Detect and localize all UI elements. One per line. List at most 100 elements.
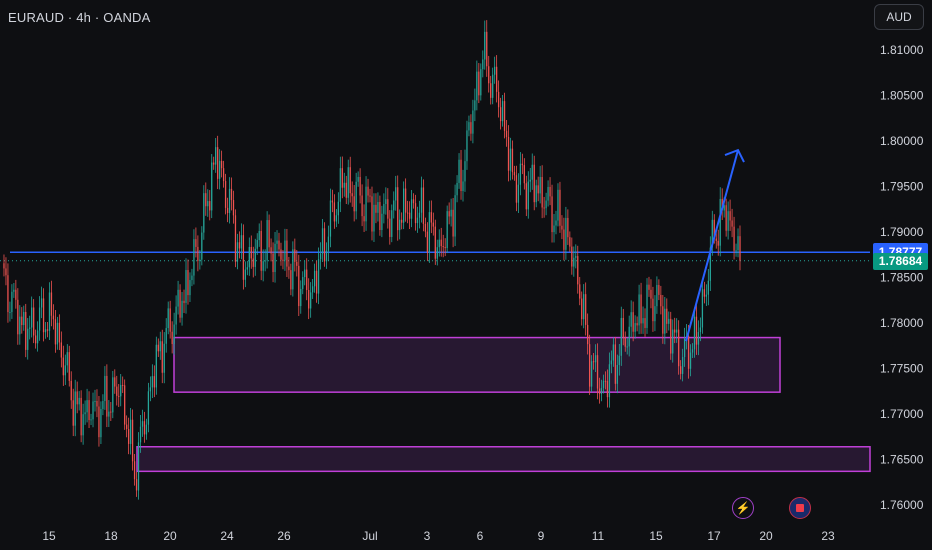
- candle-down: [230, 188, 233, 201]
- candle-down: [333, 202, 336, 222]
- candle-up: [689, 352, 692, 369]
- candle-up: [681, 357, 684, 374]
- candle-up: [327, 236, 330, 251]
- candle-up: [454, 195, 456, 237]
- candle-up: [104, 375, 106, 401]
- candle-down: [470, 122, 472, 134]
- candle-down: [46, 329, 49, 331]
- candle-down: [363, 216, 365, 222]
- candle-up: [531, 164, 533, 180]
- candle-down: [695, 316, 698, 345]
- candle-up: [284, 240, 286, 261]
- candle-up: [357, 176, 359, 182]
- candle-down: [598, 388, 601, 394]
- candle-down: [135, 479, 138, 491]
- candle-up: [266, 220, 268, 261]
- candle-down: [614, 344, 616, 384]
- candle-down: [270, 247, 272, 254]
- candle-up: [630, 312, 632, 327]
- candle-down: [640, 294, 642, 324]
- candle-down: [205, 193, 207, 207]
- candle-up: [203, 193, 205, 233]
- candle-up: [501, 101, 504, 122]
- candle-up: [519, 163, 522, 185]
- candle-up: [553, 225, 555, 233]
- candle-up: [329, 200, 332, 237]
- candle-up: [395, 187, 397, 201]
- candle-up: [248, 247, 250, 268]
- candle-down: [341, 168, 343, 188]
- candle-up: [547, 186, 549, 201]
- candle-up: [634, 323, 636, 332]
- candle-up: [228, 188, 231, 213]
- candle-down: [127, 429, 130, 444]
- candle-up: [557, 189, 559, 221]
- candle-up: [654, 306, 656, 322]
- candle-up: [480, 69, 482, 96]
- candle-up: [256, 240, 258, 249]
- last-price-tag: 1.78684: [873, 252, 928, 270]
- candle-up: [693, 316, 696, 350]
- candle-up: [545, 200, 547, 209]
- candle-down: [76, 391, 78, 405]
- candle-down: [551, 196, 553, 233]
- candle-down: [549, 186, 551, 197]
- candle-down: [234, 215, 237, 262]
- trend-arrow[interactable]: [685, 149, 739, 342]
- lower-demand-zone[interactable]: [136, 446, 871, 473]
- candle-down: [345, 182, 347, 198]
- candle-up: [13, 289, 15, 292]
- candle-up: [167, 308, 169, 329]
- candle-down: [278, 240, 280, 250]
- candle-up: [737, 236, 739, 251]
- candle-up: [48, 292, 51, 331]
- y-tick-label: 1.78000: [880, 316, 924, 330]
- candle-down: [434, 226, 436, 259]
- candle-down: [308, 290, 310, 309]
- lightning-icon[interactable]: ⚡: [732, 497, 754, 519]
- candle-down: [662, 306, 664, 334]
- candle-up: [74, 391, 76, 426]
- candle-down: [306, 269, 308, 291]
- x-tick-label: 15: [649, 529, 663, 543]
- candle-down: [62, 357, 64, 376]
- candle-up: [149, 387, 152, 392]
- candle-up: [575, 256, 577, 258]
- candle-up: [377, 202, 379, 213]
- candle-up: [82, 414, 84, 436]
- candle-down: [242, 235, 245, 280]
- candle-down: [217, 147, 219, 179]
- candle-down: [460, 159, 462, 192]
- x-tick-label: 3: [424, 529, 431, 543]
- candle-up: [709, 247, 711, 281]
- candle-down: [444, 247, 446, 249]
- candle-down: [543, 207, 545, 209]
- candle-up: [699, 327, 702, 333]
- candle-up: [383, 203, 385, 214]
- candle-up: [484, 31, 486, 60]
- candle-up: [29, 327, 31, 329]
- candle-up: [31, 307, 33, 328]
- y-tick-label: 1.80000: [880, 134, 924, 148]
- currency-button[interactable]: AUD: [874, 4, 924, 30]
- candle-down: [195, 239, 197, 247]
- candle-up: [27, 328, 29, 350]
- candle-up: [482, 59, 484, 70]
- candle-down: [406, 212, 409, 214]
- candle-down: [367, 186, 369, 196]
- candle-down: [252, 258, 254, 267]
- candle-up: [691, 349, 694, 353]
- candle-up: [707, 280, 709, 295]
- candle-down: [678, 329, 680, 367]
- candle-up: [436, 247, 438, 259]
- candle-down: [161, 341, 163, 373]
- candle-down: [349, 167, 351, 194]
- candle-up: [120, 384, 122, 397]
- candle-up: [274, 243, 276, 273]
- candle-down: [3, 263, 5, 269]
- candle-down: [725, 205, 727, 231]
- candle-down: [209, 201, 211, 211]
- australia-flag-icon[interactable]: [789, 497, 811, 519]
- candle-up: [92, 401, 94, 420]
